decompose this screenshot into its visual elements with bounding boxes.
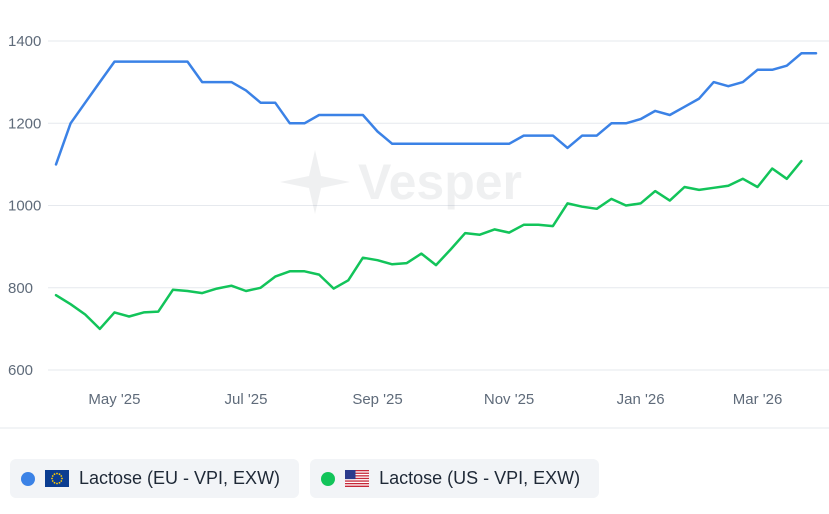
watermark-brand: Vesper [358, 154, 523, 210]
legend-dot-eu [21, 471, 35, 486]
x-tick-label: May '25 [88, 391, 140, 408]
legend-label-eu: Lactose (EU - VPI, EXW) [79, 468, 281, 488]
vesper-star-icon [280, 150, 350, 214]
series-line-us[interactable] [54, 159, 803, 331]
eu-flag-icon [45, 470, 69, 487]
y-tick-label: 1000 [8, 198, 41, 215]
vesper-watermark: Vesper [280, 150, 522, 214]
series-lines [54, 52, 818, 331]
y-tick-label: 600 [8, 362, 33, 379]
legend-label-us: Lactose (US - VPI, EXW) [379, 468, 581, 488]
series-line-eu[interactable] [54, 52, 818, 166]
y-tick-label: 1200 [8, 115, 41, 132]
legend-item-us[interactable]: Lactose (US - VPI, EXW) [310, 459, 600, 498]
x-tick-label: Jan '26 [617, 391, 665, 408]
x-tick-label: Sep '25 [352, 391, 402, 408]
x-axis-ticks: May '25 Jul '25 Sep '25 Nov '25 Jan '26 Mar '… [88, 391, 782, 408]
x-tick-label: Jul '25 [225, 391, 268, 408]
us-flag-icon [345, 470, 370, 487]
y-tick-label: 1400 [8, 33, 41, 50]
gridlines [48, 40, 829, 371]
legend: Lactose (EU - VPI, EXW) Lactose (US - VP… [10, 459, 600, 498]
y-tick-label: 800 [8, 280, 33, 297]
y-axis-ticks: 600 800 1000 1200 1400 [8, 33, 41, 379]
legend-dot-us [321, 471, 336, 486]
x-tick-label: Nov '25 [484, 391, 534, 408]
legend-item-eu[interactable]: Lactose (EU - VPI, EXW) [10, 459, 300, 498]
legend-divider [0, 427, 829, 429]
x-tick-label: Mar '26 [733, 391, 783, 408]
line-chart: 600 800 1000 1200 1400 May '25 Jul '25 Sep '25… [8, 33, 829, 408]
